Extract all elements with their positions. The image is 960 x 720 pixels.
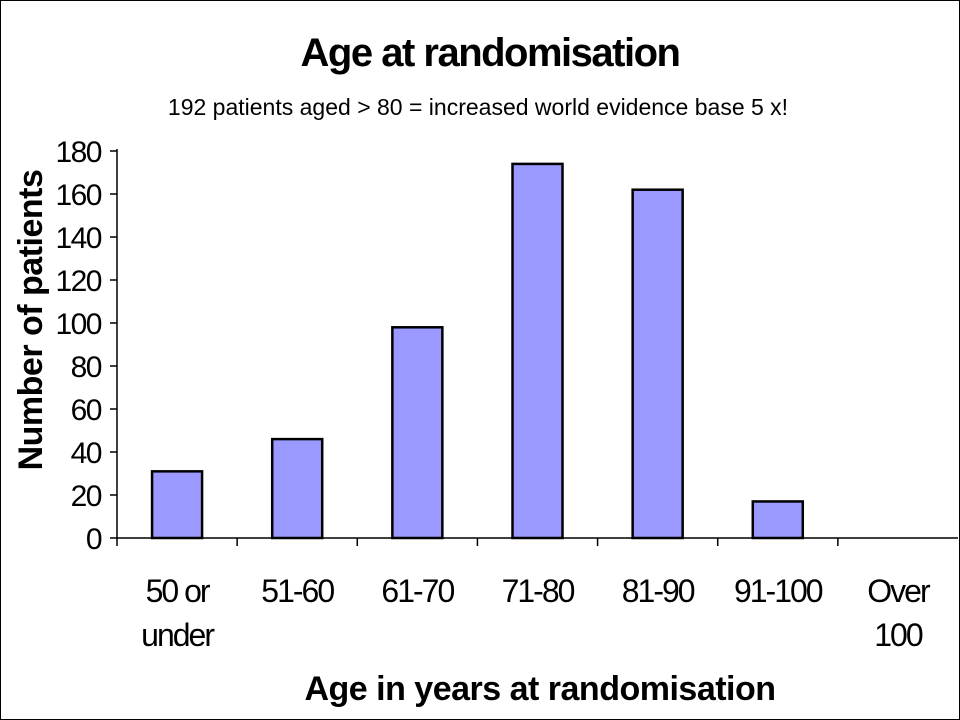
bar bbox=[150, 470, 204, 540]
y-tick-label: 160 bbox=[55, 179, 101, 212]
x-tick-label: Over 100 bbox=[867, 573, 931, 653]
y-tick-label: 100 bbox=[55, 308, 101, 341]
bar bbox=[270, 437, 324, 540]
x-tick-label: 51-60 bbox=[261, 573, 334, 609]
y-tick-label: 0 bbox=[86, 523, 102, 556]
plot-area: 0 20 40 60 80 100 120 140 160 180 50 or under 51-60 6… bbox=[55, 136, 958, 653]
x-tick-label: 61-70 bbox=[381, 573, 454, 609]
y-tick-label: 40 bbox=[71, 437, 102, 470]
bar bbox=[631, 188, 684, 540]
x-tick-label: 91-100 bbox=[734, 573, 823, 609]
y-tick-label: 80 bbox=[71, 351, 102, 384]
y-axis-label: Number of patients bbox=[12, 170, 50, 471]
x-tick-label: 71-80 bbox=[502, 573, 575, 609]
chart-subtitle: 192 patients aged > 80 = increased world… bbox=[168, 94, 788, 120]
x-tick-label: 50 or under bbox=[141, 573, 215, 653]
y-tick-label: 180 bbox=[55, 136, 101, 169]
chart-title: Age at randomisation bbox=[301, 31, 680, 75]
x-tick-label: 81-90 bbox=[622, 573, 695, 609]
bar bbox=[511, 162, 564, 540]
bar bbox=[391, 326, 444, 540]
y-tick-label: 20 bbox=[71, 480, 102, 513]
y-tick-label: 120 bbox=[55, 265, 101, 298]
x-axis-label: Age in years at randomisation bbox=[304, 670, 775, 708]
y-tick-label: 140 bbox=[55, 222, 101, 255]
y-tick-label: 60 bbox=[71, 394, 102, 427]
bar bbox=[751, 500, 805, 540]
